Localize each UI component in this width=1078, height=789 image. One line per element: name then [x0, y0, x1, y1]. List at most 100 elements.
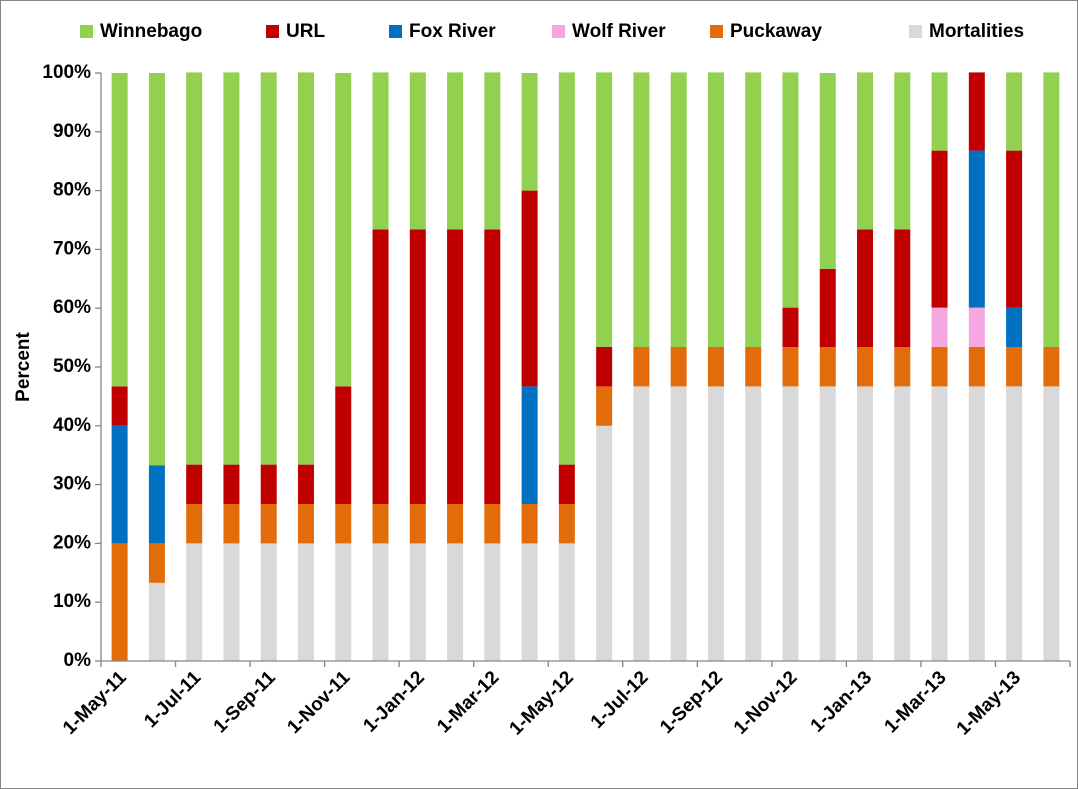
legend-label: Puckaway	[730, 21, 822, 42]
bar-segment	[447, 504, 464, 544]
legend-label: URL	[286, 21, 325, 42]
bar-segment	[596, 425, 613, 661]
bar-segment	[223, 543, 240, 661]
bar-segment	[335, 543, 352, 661]
bar-segment	[223, 464, 240, 505]
bar-segment	[931, 386, 948, 661]
bar-segment	[968, 347, 985, 387]
bar-segment	[1006, 386, 1023, 661]
bar-segment	[521, 504, 538, 544]
bar-segment	[409, 504, 426, 544]
bar-segment	[707, 347, 724, 387]
bar-segment	[558, 464, 575, 505]
bar-segment	[745, 72, 762, 348]
bar-segment	[297, 464, 314, 505]
bar-segment	[596, 347, 613, 387]
bar-segment	[558, 72, 575, 465]
legend-swatch	[80, 25, 93, 38]
bar-segment	[372, 504, 389, 544]
bar-segment	[111, 425, 128, 544]
bar-segment	[484, 504, 501, 544]
bar-segment	[857, 347, 874, 387]
bar-segment	[372, 543, 389, 661]
bar-segment	[335, 504, 352, 544]
bar-segment	[186, 464, 203, 505]
bar-segment	[409, 543, 426, 661]
bar-segment	[819, 268, 836, 348]
bar-segment	[484, 229, 501, 505]
bar-segment	[186, 543, 203, 661]
bar-segment	[1006, 72, 1023, 151]
bar-segment	[968, 386, 985, 661]
bar-segment	[782, 72, 799, 308]
bar-segment	[670, 72, 687, 348]
bar-segment	[148, 582, 165, 661]
bar-segment	[707, 72, 724, 348]
y-tick-label: 30%	[53, 474, 91, 495]
legend-swatch	[389, 25, 402, 38]
legend-swatch	[552, 25, 565, 38]
bar-segment	[745, 386, 762, 661]
bar-segment	[745, 347, 762, 387]
bar-segment	[931, 72, 948, 151]
bar-segment	[670, 347, 687, 387]
bar-segment	[521, 543, 538, 661]
bar-segment	[260, 543, 277, 661]
bar-segment	[111, 73, 128, 387]
bar-segment	[297, 504, 314, 544]
bar-segment	[148, 73, 165, 466]
bar-segment	[484, 72, 501, 230]
bar-segment	[148, 543, 165, 583]
bar-segment	[1043, 72, 1060, 348]
y-axis-title: Percent	[13, 331, 34, 401]
bar-segment	[1006, 150, 1023, 308]
bar-segment	[409, 229, 426, 505]
bar-segment	[857, 229, 874, 348]
bar-segment	[968, 72, 985, 151]
bar-segment	[894, 347, 911, 387]
bar-segment	[186, 72, 203, 465]
bar-segment	[223, 72, 240, 465]
bar-segment	[633, 72, 650, 348]
bar-segment	[521, 386, 538, 505]
bar-segment	[335, 73, 352, 387]
bar-segment	[297, 543, 314, 661]
bar-segment	[111, 386, 128, 426]
bar-segment	[372, 72, 389, 230]
bar-segment	[968, 150, 985, 308]
bar-segment	[186, 504, 203, 544]
y-tick-label: 80%	[53, 180, 91, 201]
bar-segment	[782, 307, 799, 348]
bar-segment	[931, 347, 948, 387]
bar-segment	[484, 543, 501, 661]
legend-swatch	[909, 25, 922, 38]
legend-label: Fox River	[409, 21, 496, 42]
bar-segment	[1006, 307, 1023, 348]
y-tick-label: 50%	[53, 356, 91, 377]
bar-segment	[223, 504, 240, 544]
bar-segment	[894, 386, 911, 661]
bar-segment	[857, 386, 874, 661]
bar-segment	[819, 347, 836, 387]
bar-segment	[148, 465, 165, 544]
bar-segment	[633, 347, 650, 387]
bar-segment	[894, 72, 911, 230]
bar-segment	[1043, 386, 1060, 661]
legend-label: Mortalities	[929, 21, 1024, 42]
legend-label: Winnebago	[100, 21, 202, 42]
bar-segment	[819, 386, 836, 661]
bar-segment	[782, 347, 799, 387]
bar-segment	[633, 386, 650, 661]
y-tick-label: 70%	[53, 238, 91, 259]
bar-segment	[521, 190, 538, 387]
bar-segment	[596, 386, 613, 426]
bar-segment	[819, 73, 836, 269]
y-tick-label: 60%	[53, 297, 91, 318]
bar-segment	[297, 72, 314, 465]
y-tick-label: 0%	[64, 650, 92, 671]
bar-segment	[931, 150, 948, 308]
y-tick-label: 20%	[53, 532, 91, 553]
bar-segment	[558, 543, 575, 661]
bar-segment	[707, 386, 724, 661]
